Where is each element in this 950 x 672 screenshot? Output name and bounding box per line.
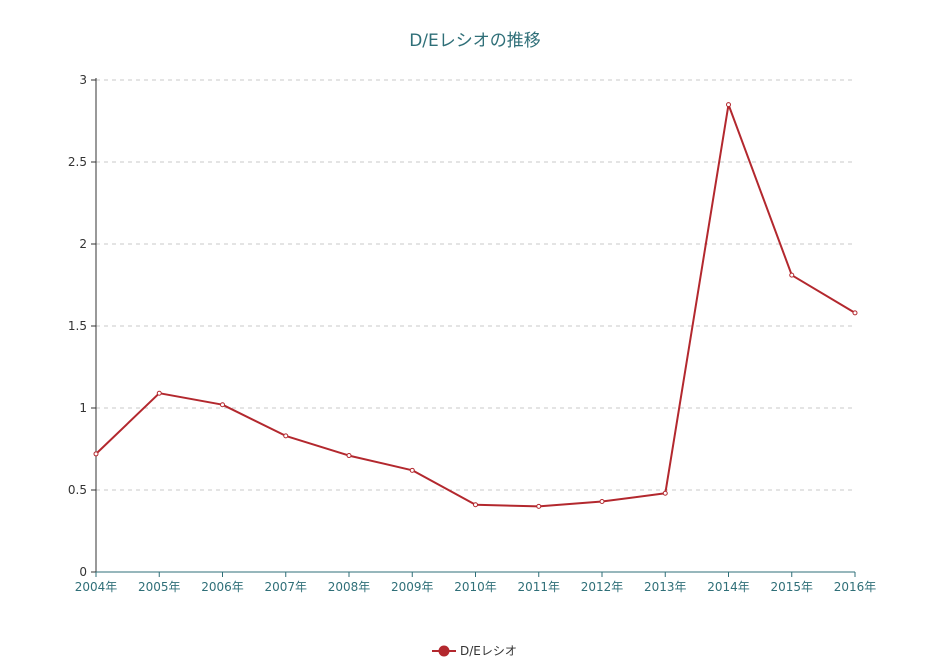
data-point[interactable]: [409, 467, 415, 473]
x-axis-tick-labels: 2004年 2005年 2006年 2007年 2008年 2009年 2010年 2011年…: [75, 580, 877, 594]
y-tick-label: 0.5: [68, 483, 87, 497]
data-point[interactable]: [599, 498, 605, 504]
x-tick-label: 2005年: [138, 580, 181, 594]
legend-item[interactable]: D/Eレシオ: [432, 644, 517, 658]
x-tick-label: 2012年: [581, 580, 624, 594]
grid-lines: [96, 79, 855, 491]
data-series: [93, 102, 858, 509]
data-point[interactable]: [220, 402, 225, 408]
series-line: [95, 103, 856, 508]
data-point[interactable]: [789, 272, 795, 278]
legend[interactable]: D/Eレシオ: [432, 644, 517, 658]
data-point[interactable]: [346, 453, 352, 459]
data-point[interactable]: [536, 503, 542, 509]
y-tick-label: 0: [79, 565, 87, 579]
x-tick-label: 2016年: [834, 580, 877, 594]
y-axis-tick-labels: 0 0.5 1 1.5 2 2.5 3: [68, 73, 87, 579]
x-tick-label: 2007年: [264, 580, 307, 594]
x-tick-label: 2011年: [517, 580, 560, 594]
x-tick-label: 2004年: [75, 580, 118, 594]
data-point[interactable]: [852, 310, 858, 316]
x-tick-label: 2010年: [454, 580, 497, 594]
x-tick-label: 2013年: [644, 580, 687, 594]
x-tick-label: 2015年: [770, 580, 813, 594]
x-tick-label: 2006年: [201, 580, 244, 594]
x-tick-label: 2008年: [328, 580, 371, 594]
x-tick-label: 2009年: [391, 580, 434, 594]
data-point[interactable]: [726, 102, 731, 108]
y-tick-label: 2.5: [68, 155, 87, 169]
data-point[interactable]: [156, 390, 162, 396]
y-tick-label: 2: [79, 237, 87, 251]
legend-label: D/Eレシオ: [460, 644, 517, 658]
y-tick-label: 1: [79, 401, 87, 415]
axes: [91, 78, 856, 577]
chart-title: D/Eレシオの推移: [409, 31, 541, 51]
data-point[interactable]: [662, 490, 668, 496]
data-point[interactable]: [93, 451, 99, 457]
y-tick-label: 3: [79, 73, 87, 87]
x-tick-label: 2014年: [707, 580, 750, 594]
data-point[interactable]: [473, 502, 478, 508]
y-tick-label: 1.5: [68, 319, 87, 333]
data-point[interactable]: [283, 433, 289, 439]
legend-swatch-marker: [438, 645, 450, 657]
